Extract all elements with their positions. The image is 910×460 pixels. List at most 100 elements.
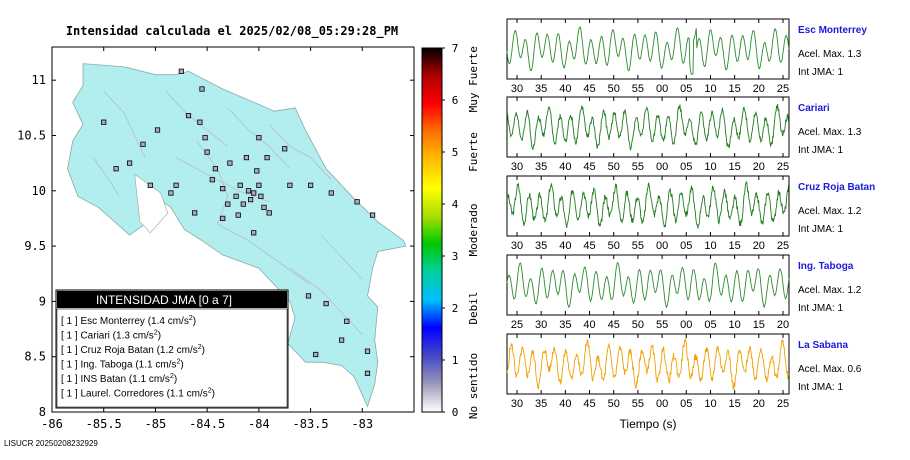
time-axis-label: Tiempo (s): [620, 417, 677, 431]
station-marker: [313, 351, 319, 358]
time-tick-label: 30: [511, 240, 523, 252]
lat-tick-label: 9.5: [24, 239, 46, 253]
time-tick-label: 00: [656, 398, 668, 410]
lat-tick-label: 10.5: [17, 128, 46, 142]
time-tick-label: 10: [704, 83, 716, 95]
waveform-panel: 25 30 35 40 45 50 55 00 05 10 15 20 Ing. Taboga Acel.…: [506, 254, 862, 331]
legend-entry-close: ): [202, 345, 205, 356]
time-tick-label: 40: [559, 240, 571, 252]
max-acceleration: Acel. Max. 1.3: [798, 49, 862, 60]
legend-box: INTENSIDAD JMA [0 a 7] [ 1 ] Esc Monterr…: [55, 289, 289, 409]
legend-entry: [ 1 ] Ing. Taboga (1.1 cm/s2): [61, 359, 184, 371]
time-tick-label: 55: [656, 319, 668, 331]
colorbar-category-label: No sentido: [467, 353, 480, 419]
station-marker: [197, 119, 203, 125]
waveform-trace: [506, 337, 790, 390]
time-tick-label: 05: [680, 83, 692, 95]
jma-intensity: Int JMA: 1: [798, 67, 843, 78]
station-marker: [192, 210, 198, 216]
station-marker: [233, 193, 239, 199]
time-tick-label: 40: [583, 319, 595, 331]
colorbar-category-label: Debil: [467, 291, 480, 324]
time-tick-label: 35: [535, 398, 547, 410]
station-marker: [307, 182, 314, 188]
max-acceleration: Acel. Max. 1.2: [798, 206, 862, 217]
station-marker: [220, 215, 226, 221]
jma-intensity: Int JMA: 1: [798, 145, 843, 156]
time-tick-label: 25: [777, 83, 789, 95]
legend-entry: [ 1 ] Cruz Roja Batan (1.2 cm/s2): [61, 344, 205, 356]
legend-entry: [ 1 ] Cariari (1.3 cm/s2): [61, 330, 161, 342]
legend-entry-text: [ 1 ] INS Batan (1.1 cm/s: [61, 374, 170, 385]
station-marker: [364, 370, 371, 376]
station-marker: [245, 188, 252, 194]
stations-layer: [101, 68, 376, 376]
colorbar-tick-label: 3: [452, 250, 459, 263]
station-marker: [354, 199, 360, 205]
time-tick-label: 50: [608, 83, 620, 95]
waveform-trace: [506, 103, 790, 151]
station-marker: [240, 201, 246, 207]
waveform-panel: 30 35 40 45 50 55 00 05 10 15 20 25 La Sabana Acel. M…: [506, 333, 862, 410]
legend-entry-superscript: 2: [154, 330, 158, 337]
legend-title: INTENSIDAD JMA [0 a 7]: [96, 293, 232, 307]
time-tick-label: 10: [704, 240, 716, 252]
time-tick-label: 20: [753, 398, 765, 410]
legend-entry-superscript: 2: [176, 359, 180, 366]
station-marker: [113, 166, 119, 172]
river-line: [289, 267, 363, 335]
time-tick-label: 20: [753, 240, 765, 252]
time-tick-label: 50: [608, 398, 620, 410]
river-line: [196, 140, 229, 225]
station-marker: [258, 193, 264, 199]
legend-header: [57, 291, 287, 308]
legend-entry: [ 1 ] Laurel. Corredores (1.1 cm/s2): [61, 388, 215, 400]
lat-tick-label: 9: [39, 294, 46, 308]
time-tick-label: 15: [729, 83, 741, 95]
time-tick-label: 55: [632, 240, 644, 252]
waveform-panel: 30 35 40 45 50 55 00 05 10 15 20 25 Cruz Roja Batan A…: [506, 175, 875, 252]
legend-entry-superscript: 2: [208, 388, 212, 395]
river-line: [103, 90, 146, 158]
river-line: [268, 124, 332, 180]
max-acceleration: Acel. Max. 1.3: [798, 127, 862, 138]
lat-tick-label: 11: [32, 73, 46, 87]
jma-intensity: Int JMA: 1: [798, 382, 843, 393]
river-line: [217, 223, 311, 286]
land-shape: [67, 63, 407, 408]
time-tick-label: 15: [729, 161, 741, 173]
legend-entry-text: [ 1 ] Esc Monterrey (1.4 cm/s: [61, 316, 189, 327]
station-marker: [344, 318, 350, 324]
time-tick-label: 40: [559, 83, 571, 95]
station-marker: [323, 300, 329, 307]
station-marker: [369, 212, 376, 218]
intensity-colorbar: 0 1 2 3 4 5 6 7 No sentido Debil Moderado Fuerte Muy…: [421, 42, 480, 419]
legend-entry: [ 1 ] Esc Monterrey (1.4 cm/s2): [61, 315, 196, 327]
time-tick-label: 05: [680, 161, 692, 173]
legend-entry-superscript: 2: [189, 315, 193, 322]
station-marker: [225, 201, 231, 207]
time-tick-label: 55: [632, 161, 644, 173]
station-marker: [287, 182, 293, 188]
time-tick-label: 25: [777, 161, 789, 173]
time-tick-label: 25: [777, 240, 789, 252]
time-tick-label: 30: [511, 83, 523, 95]
station-marker: [328, 190, 334, 196]
colorbar-tick-label: 2: [452, 302, 459, 315]
time-tick-label: 50: [608, 161, 620, 173]
figure-title: Intensidad calculada el 2025/02/08_05:29…: [66, 24, 398, 39]
station-marker: [237, 182, 243, 188]
river-line: [320, 234, 363, 280]
time-tick-label: 00: [680, 319, 692, 331]
time-tick-label: 30: [511, 398, 523, 410]
lon-tick-label: -83.5: [293, 417, 329, 431]
time-tick-label: 50: [608, 240, 620, 252]
time-tick-label: 20: [753, 83, 765, 95]
time-tick-label: 30: [511, 161, 523, 173]
time-tick-label: 40: [559, 161, 571, 173]
station-marker: [305, 293, 312, 299]
waveform-trace: [506, 262, 790, 309]
station-marker: [140, 141, 146, 147]
time-tick-label: 45: [583, 83, 595, 95]
